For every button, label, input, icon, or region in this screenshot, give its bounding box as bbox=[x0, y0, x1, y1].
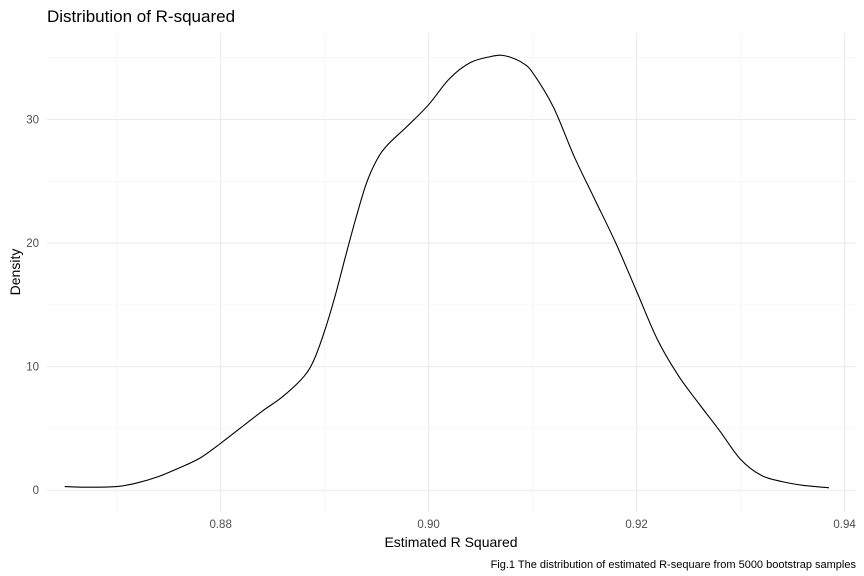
figure-caption: Fig.1 The distribution of estimated R-se… bbox=[491, 559, 857, 571]
y-tick-label: 10 bbox=[26, 362, 39, 374]
y-axis-ticks: 0 10 20 30 bbox=[26, 115, 39, 498]
y-tick-label: 30 bbox=[26, 115, 39, 127]
minor-gridlines bbox=[47, 33, 856, 512]
y-tick-label: 0 bbox=[33, 485, 39, 497]
x-tick-label: 0.92 bbox=[625, 519, 647, 531]
x-axis-ticks: 0.88 0.90 0.92 0.94 bbox=[209, 519, 856, 531]
chart-title: Distribution of R-squared bbox=[47, 7, 235, 26]
x-tick-label: 0.90 bbox=[417, 519, 439, 531]
x-tick-label: 0.88 bbox=[209, 519, 231, 531]
major-gridlines bbox=[47, 33, 856, 512]
y-tick-label: 20 bbox=[26, 238, 39, 250]
x-tick-label: 0.94 bbox=[833, 519, 856, 531]
y-axis-title: Density bbox=[7, 249, 23, 296]
x-axis-title: Estimated R Squared bbox=[384, 534, 517, 550]
density-curve bbox=[64, 54, 830, 489]
